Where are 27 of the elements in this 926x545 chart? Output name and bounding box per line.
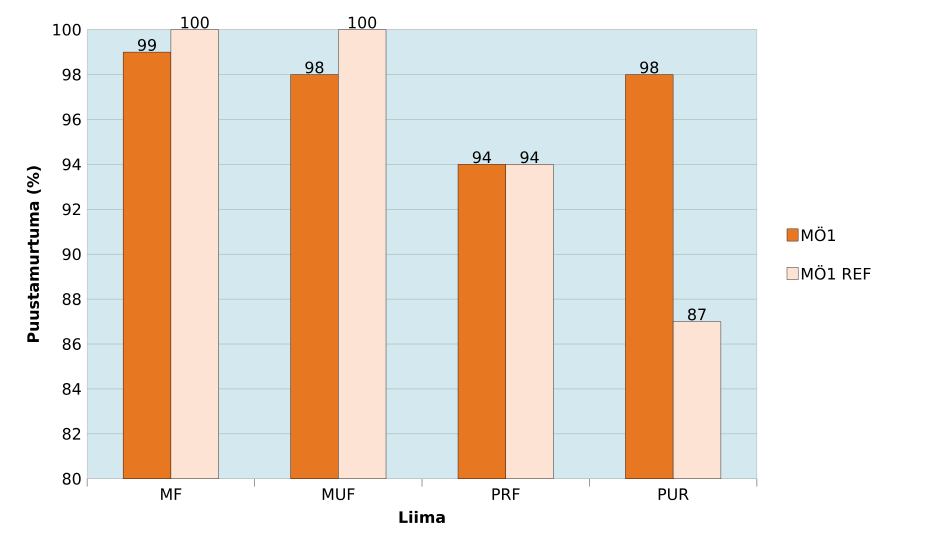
x-tick-label: MF	[161, 488, 182, 500]
x-tick-label: PUR	[658, 488, 689, 500]
y-tick-label: 84	[62, 382, 81, 395]
data-label: 94	[472, 151, 492, 164]
legend-label: MÖ1	[802, 226, 835, 242]
data-label: 100	[181, 16, 209, 28]
data-label: 94	[520, 151, 539, 164]
data-label: 87	[688, 308, 706, 320]
y-tick-label: 98	[62, 68, 81, 81]
data-label: 98	[640, 61, 658, 74]
y-axis-title: Puustamurtuma (%)	[26, 166, 41, 342]
y-tick-label: 90	[62, 248, 81, 260]
x-tick-label: MUF	[322, 488, 354, 500]
y-tick-label: 88	[62, 293, 81, 306]
y-tick-label: 82	[62, 428, 80, 440]
y-tick-label: 92	[62, 203, 80, 216]
y-tick-label: 96	[62, 114, 81, 126]
y-tick-label: 100	[53, 24, 81, 36]
legend-label: MÖ1 REF	[802, 265, 870, 280]
data-label: 100	[348, 16, 376, 28]
y-tick-label: 86	[62, 338, 81, 350]
y-tick-label: 80	[62, 472, 81, 485]
data-label: 99	[138, 39, 156, 51]
x-axis-title: Liima	[400, 510, 445, 524]
data-label: 98	[305, 61, 324, 74]
y-tick-label: 94	[62, 158, 81, 170]
x-tick-label: PRF	[492, 488, 520, 500]
